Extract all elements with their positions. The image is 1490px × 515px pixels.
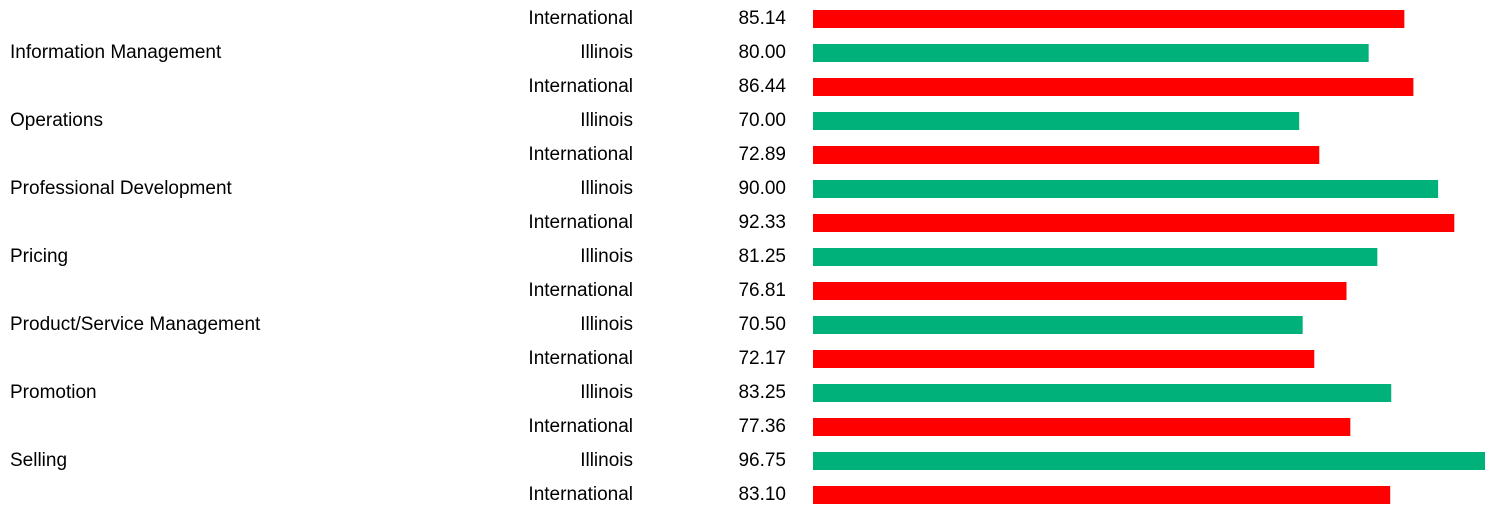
group-label: Professional Development: [10, 178, 233, 199]
bar: [813, 452, 1485, 470]
bar: [813, 486, 1391, 504]
region-label: Illinois: [580, 178, 633, 199]
value-label: 70.50: [738, 314, 786, 335]
value-label: 92.33: [738, 212, 786, 233]
value-label: 81.25: [738, 246, 786, 267]
group-label: Information Management: [10, 42, 222, 63]
bar: [813, 350, 1315, 368]
region-label: Illinois: [580, 382, 633, 403]
group-label: Product/Service Management: [10, 314, 261, 335]
bar: [813, 112, 1300, 130]
value-label: 72.17: [738, 348, 786, 369]
bar: [813, 10, 1405, 28]
region-label: Illinois: [580, 110, 633, 131]
region-label: International: [528, 76, 633, 97]
region-label: Illinois: [580, 246, 633, 267]
group-label: Selling: [10, 450, 67, 471]
region-label: Illinois: [580, 42, 633, 63]
region-label: International: [528, 416, 633, 437]
bar: [813, 384, 1392, 402]
value-label: 86.44: [738, 76, 786, 97]
bar: [813, 146, 1320, 164]
bar: [813, 78, 1414, 96]
region-label: Illinois: [580, 450, 633, 471]
group-label: Pricing: [10, 246, 68, 267]
bar: [813, 214, 1455, 232]
bar: [813, 248, 1378, 266]
region-label: International: [528, 484, 633, 505]
value-label: 80.00: [738, 42, 786, 63]
value-label: 70.00: [738, 110, 786, 131]
region-label: Illinois: [580, 314, 633, 335]
region-label: International: [528, 8, 633, 29]
group-label: Promotion: [10, 382, 97, 403]
region-label: International: [528, 212, 633, 233]
value-label: 77.36: [738, 416, 786, 437]
value-label: 90.00: [738, 178, 786, 199]
bar: [813, 418, 1351, 436]
bar: [813, 282, 1347, 300]
value-label: 96.75: [738, 450, 786, 471]
group-label: Operations: [10, 110, 103, 131]
bar: [813, 44, 1369, 62]
bar: [813, 316, 1303, 334]
value-label: 83.10: [738, 484, 786, 505]
region-label: International: [528, 280, 633, 301]
value-label: 72.89: [738, 144, 786, 165]
region-label: International: [528, 144, 633, 165]
value-label: 76.81: [738, 280, 786, 301]
bar: [813, 180, 1439, 198]
value-label: 83.25: [738, 382, 786, 403]
region-label: International: [528, 348, 633, 369]
value-label: 85.14: [738, 8, 786, 29]
